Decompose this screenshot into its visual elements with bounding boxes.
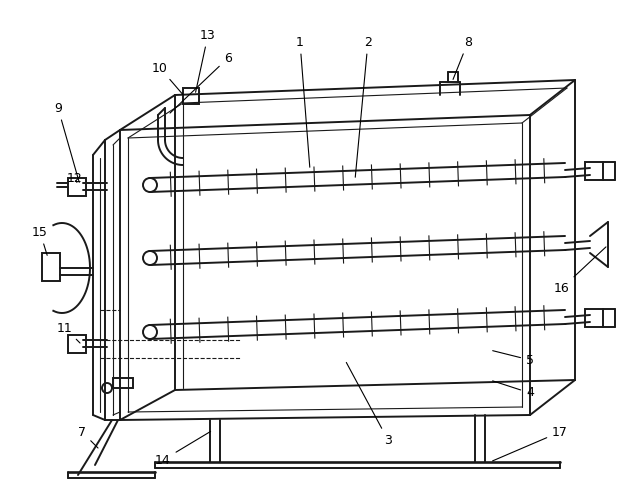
Text: 3: 3 <box>346 362 392 447</box>
Bar <box>42 253 60 281</box>
Text: 12: 12 <box>67 172 83 185</box>
Text: 11: 11 <box>57 321 80 343</box>
Text: 13: 13 <box>195 28 216 92</box>
Text: 14: 14 <box>155 432 210 467</box>
Text: 2: 2 <box>355 35 372 177</box>
Text: 7: 7 <box>78 426 98 448</box>
Text: 8: 8 <box>453 35 472 79</box>
Text: 16: 16 <box>554 247 606 294</box>
Text: 4: 4 <box>493 381 534 400</box>
Bar <box>585 162 603 180</box>
Text: 17: 17 <box>492 426 568 461</box>
Text: 9: 9 <box>54 101 79 182</box>
Text: 10: 10 <box>152 61 183 95</box>
Text: 1: 1 <box>296 35 310 167</box>
Bar <box>68 178 86 196</box>
Bar <box>68 335 86 353</box>
Text: 5: 5 <box>493 351 534 366</box>
Bar <box>113 378 133 388</box>
Text: 15: 15 <box>32 226 48 255</box>
Bar <box>585 309 603 327</box>
Text: 6: 6 <box>170 51 232 113</box>
Bar <box>183 88 199 104</box>
